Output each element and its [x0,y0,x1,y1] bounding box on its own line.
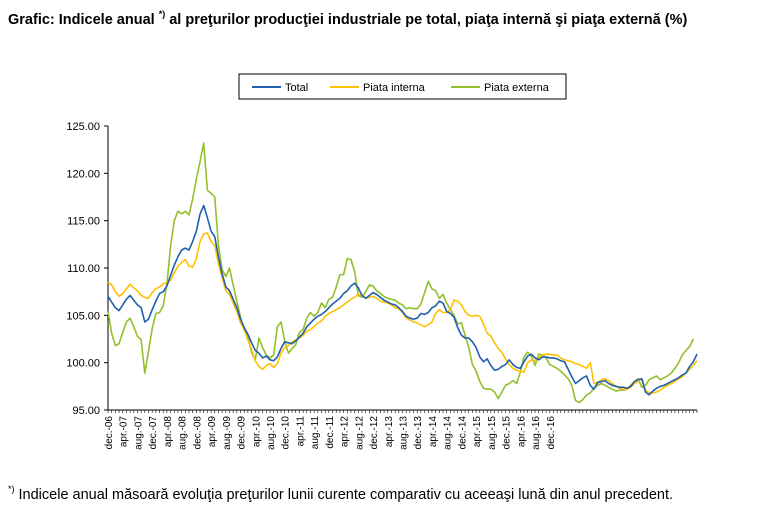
title-text-before: Grafic: Indicele anual [8,11,159,28]
x-tick-label: aug.-16 [531,416,542,450]
footnote: *) Indicele anual măsoară evoluţia preţu… [8,484,763,503]
x-tick-label: dec.-14 [457,416,468,450]
x-tick-label: dec.-15 [502,416,513,450]
legend-label-piata-externa: Piata externa [484,82,550,94]
y-tick-label: 105.00 [66,310,100,322]
x-tick-label: apr.-15 [472,416,483,448]
x-tick-label: aug.-11 [310,416,321,450]
x-tick-label: dec.-12 [369,416,380,450]
y-tick-label: 125.00 [66,121,100,133]
x-tick-label: dec.-13 [413,416,424,450]
x-tick-label: aug.-14 [443,416,454,450]
x-tick-label: apr.-13 [384,416,395,448]
title-footnote-mark: *) [158,9,166,19]
x-tick-label: dec.-11 [325,416,336,449]
x-tick-label: apr.-09 [207,416,218,448]
x-tick-label: dec.-10 [281,416,292,450]
x-tick-label: aug.-12 [354,416,365,450]
y-tick-label: 95.00 [72,405,100,417]
x-tick-label: aug.-09 [222,416,233,450]
legend-box [238,73,567,100]
x-tick-label: apr.-14 [428,416,439,448]
legend: Total Piata interna Piata externa [238,73,567,100]
x-tick-label: aug.-07 [133,416,144,450]
legend-label-total: Total [285,82,308,94]
x-tick-label: aug.-10 [266,416,277,450]
x-tick-label: dec.-09 [237,416,248,450]
y-tick-label: 100.00 [66,358,100,370]
x-tick-label: apr.-16 [516,416,527,448]
x-tick-label: apr.-12 [340,416,351,448]
axes: 95.00 100.00 105.00 110.00 115.00 120.00 125.0… [66,121,698,450]
series-line-piata-interna [107,232,698,394]
x-tick-label: aug.-13 [399,416,410,450]
chart-title: Grafic: Indicele anual *) al preţurilor … [8,9,763,28]
x-tick-label: apr.-10 [251,416,262,448]
legend-label-piata-interna: Piata interna [363,82,426,94]
x-tick-label: apr.-07 [119,416,130,448]
y-tick-label: 120.00 [66,168,100,180]
y-tick-label: 115.00 [67,216,100,228]
footnote-mark: *) [8,484,15,494]
x-tick-label: apr.-11 [295,416,306,447]
series-line-piata-externa [107,142,695,404]
x-tick-label: aug.-08 [178,416,189,450]
x-tick-label: dec.-06 [104,416,115,450]
series-line-total [107,204,698,396]
x-tick-label: apr.-08 [163,416,174,448]
series-lines [107,142,698,404]
footnote-text: Indicele anual măsoară evoluţia preţuril… [14,486,674,503]
x-tick-label: dec.-16 [546,416,557,450]
x-tick-label: aug.-15 [487,416,498,450]
y-tick-label: 110.00 [67,263,100,275]
x-tick-label: dec.-07 [148,416,159,450]
x-tick-label: dec.-08 [192,416,203,450]
title-text-after: al preţurilor producţiei industriale pe … [165,11,688,28]
